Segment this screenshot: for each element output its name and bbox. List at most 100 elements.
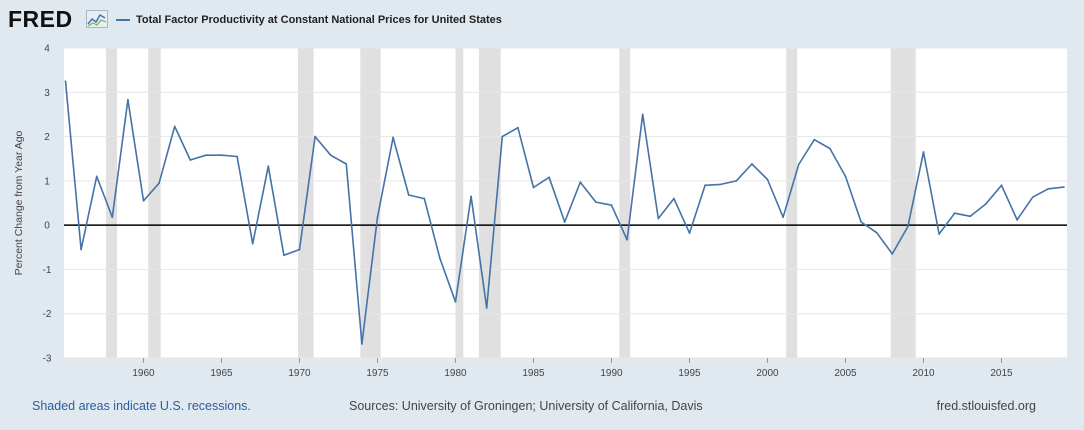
data-point[interactable]	[797, 163, 800, 166]
x-tick-label: 1985	[522, 368, 545, 379]
y-tick-label: -3	[43, 354, 52, 365]
y-axis: -3 -2 -1 0 1 2 3 4	[43, 44, 52, 365]
y-tick-label: -2	[43, 309, 52, 320]
data-point[interactable]	[423, 197, 426, 200]
data-point[interactable]	[610, 204, 613, 207]
data-point[interactable]	[454, 300, 457, 303]
data-point[interactable]	[626, 238, 628, 241]
data-point[interactable]	[751, 163, 753, 165]
y-tick-label: 2	[44, 132, 50, 143]
data-point[interactable]	[719, 183, 722, 186]
chart-line-icon	[86, 10, 108, 28]
fred-logo[interactable]: FRED	[8, 6, 73, 32]
recession-note-link[interactable]: Shaded areas indicate U.S. recessions.	[32, 399, 251, 413]
data-point[interactable]	[439, 257, 441, 260]
chart[interactable]: -3 -2 -1 0 1 2 3 4 1960 1965 1970 1975 1980 1985 1990…	[0, 38, 1084, 388]
data-point[interactable]	[80, 248, 82, 251]
y-tick-label: 4	[44, 44, 50, 55]
site-link[interactable]: fred.stlouisfed.org	[936, 399, 1036, 413]
legend-swatch	[116, 19, 130, 21]
data-point[interactable]	[251, 242, 254, 245]
footer: Shaded areas indicate U.S. recessions. S…	[0, 396, 1084, 420]
data-point[interactable]	[95, 175, 98, 178]
data-point[interactable]	[470, 195, 472, 198]
data-point[interactable]	[907, 225, 909, 228]
data-point[interactable]	[298, 248, 301, 251]
data-point[interactable]	[1063, 186, 1065, 188]
data-point[interactable]	[361, 342, 363, 345]
data-point[interactable]	[283, 254, 285, 257]
data-point[interactable]	[860, 221, 862, 223]
data-point[interactable]	[688, 232, 691, 235]
x-tick-label: 2015	[990, 368, 1013, 379]
data-point[interactable]	[236, 155, 239, 158]
data-point[interactable]	[127, 98, 129, 101]
data-point[interactable]	[673, 197, 675, 200]
data-point[interactable]	[345, 163, 348, 165]
data-point[interactable]	[1047, 187, 1050, 190]
y-tick-label: 1	[44, 176, 50, 187]
data-point[interactable]	[704, 184, 706, 187]
data-point[interactable]	[267, 165, 270, 168]
data-point[interactable]	[875, 231, 878, 234]
recession-band	[890, 48, 916, 358]
data-point[interactable]	[1031, 196, 1034, 199]
points-layer	[64, 80, 1065, 345]
x-tick-label: 1960	[132, 368, 155, 379]
data-point[interactable]	[938, 233, 940, 235]
data-point[interactable]	[314, 135, 316, 138]
y-tick-label: -1	[43, 265, 52, 276]
data-point[interactable]	[657, 217, 660, 220]
data-point[interactable]	[548, 176, 550, 179]
data-point[interactable]	[532, 186, 535, 189]
data-point[interactable]	[142, 199, 145, 202]
plot-background	[64, 48, 1067, 358]
data-point[interactable]	[485, 307, 488, 309]
data-point[interactable]	[563, 221, 566, 223]
data-point[interactable]	[111, 216, 114, 219]
data-point[interactable]	[735, 179, 738, 182]
y-tick-label: 0	[44, 221, 50, 232]
recession-band	[619, 48, 631, 358]
data-point[interactable]	[517, 126, 519, 129]
data-point[interactable]	[922, 151, 925, 153]
x-tick-label: 1975	[366, 368, 389, 379]
data-point[interactable]	[579, 181, 582, 184]
data-point[interactable]	[501, 135, 504, 138]
data-point[interactable]	[1000, 184, 1003, 187]
data-point[interactable]	[189, 159, 192, 161]
data-point[interactable]	[766, 178, 769, 181]
data-point[interactable]	[220, 154, 223, 157]
data-point[interactable]	[329, 154, 332, 157]
data-point[interactable]	[173, 125, 176, 128]
data-point[interactable]	[985, 202, 987, 205]
x-tick-label: 1965	[210, 368, 233, 379]
x-tick-label: 1990	[600, 368, 623, 379]
data-point[interactable]	[595, 201, 597, 204]
sources-text: Sources: University of Groningen; Univer…	[349, 399, 703, 413]
data-point[interactable]	[891, 253, 894, 255]
x-tick-label: 1980	[444, 368, 467, 379]
data-point[interactable]	[392, 136, 394, 139]
data-point[interactable]	[158, 182, 161, 184]
data-point[interactable]	[782, 216, 784, 219]
data-point[interactable]	[64, 80, 67, 83]
x-tick-label: 2000	[756, 368, 779, 379]
data-point[interactable]	[641, 113, 644, 116]
data-point[interactable]	[969, 215, 972, 218]
y-axis-label: Percent Change from Year Ago	[13, 130, 25, 275]
chart-header: FRED Total Factor Productivity at Consta…	[0, 0, 1084, 40]
data-point[interactable]	[813, 138, 816, 141]
data-point[interactable]	[829, 147, 831, 150]
data-point[interactable]	[1016, 218, 1018, 221]
chart-area: -3 -2 -1 0 1 2 3 4 1960 1965 1970 1975 1980 1985 1990…	[0, 38, 1084, 388]
data-point[interactable]	[953, 212, 956, 215]
grid	[64, 47, 1067, 359]
data-point[interactable]	[844, 175, 847, 178]
data-point[interactable]	[376, 216, 379, 219]
data-point[interactable]	[407, 194, 410, 196]
data-point[interactable]	[205, 154, 207, 157]
recession-band	[148, 48, 161, 358]
legend[interactable]: Total Factor Productivity at Constant Na…	[116, 12, 502, 28]
y-tick-label: 3	[44, 88, 50, 99]
